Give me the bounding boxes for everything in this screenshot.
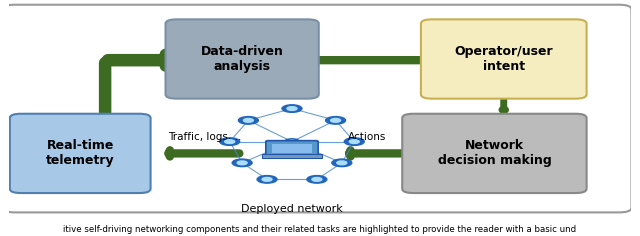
FancyBboxPatch shape bbox=[166, 19, 319, 99]
FancyBboxPatch shape bbox=[421, 19, 587, 99]
FancyBboxPatch shape bbox=[266, 141, 318, 156]
Text: Real-time
telemetry: Real-time telemetry bbox=[46, 139, 115, 167]
Circle shape bbox=[225, 140, 235, 143]
Circle shape bbox=[237, 161, 247, 165]
Circle shape bbox=[287, 107, 297, 110]
Text: itive self-driving networking components and their related tasks are highlighted: itive self-driving networking components… bbox=[63, 225, 577, 234]
Text: Deployed network: Deployed network bbox=[241, 204, 343, 214]
FancyBboxPatch shape bbox=[402, 114, 587, 193]
Circle shape bbox=[288, 140, 296, 143]
Circle shape bbox=[285, 139, 300, 144]
Text: Operator/user
intent: Operator/user intent bbox=[454, 45, 553, 73]
Circle shape bbox=[307, 176, 327, 183]
Text: Actions: Actions bbox=[348, 132, 386, 142]
Circle shape bbox=[312, 177, 322, 181]
Circle shape bbox=[337, 161, 347, 165]
Circle shape bbox=[344, 138, 364, 145]
Circle shape bbox=[282, 105, 302, 112]
Circle shape bbox=[232, 159, 252, 167]
Circle shape bbox=[220, 138, 239, 145]
Text: Data-driven
analysis: Data-driven analysis bbox=[201, 45, 284, 73]
FancyBboxPatch shape bbox=[272, 144, 312, 153]
Circle shape bbox=[243, 118, 253, 122]
Circle shape bbox=[257, 176, 277, 183]
Text: Traffic, logs,...: Traffic, logs,... bbox=[168, 132, 241, 142]
Circle shape bbox=[326, 117, 346, 124]
Circle shape bbox=[332, 159, 352, 167]
FancyBboxPatch shape bbox=[3, 5, 632, 212]
Circle shape bbox=[262, 177, 272, 181]
Circle shape bbox=[349, 140, 359, 143]
Circle shape bbox=[239, 117, 259, 124]
FancyBboxPatch shape bbox=[10, 114, 150, 193]
Circle shape bbox=[331, 118, 340, 122]
Text: Network
decision making: Network decision making bbox=[438, 139, 551, 167]
FancyBboxPatch shape bbox=[262, 154, 322, 158]
